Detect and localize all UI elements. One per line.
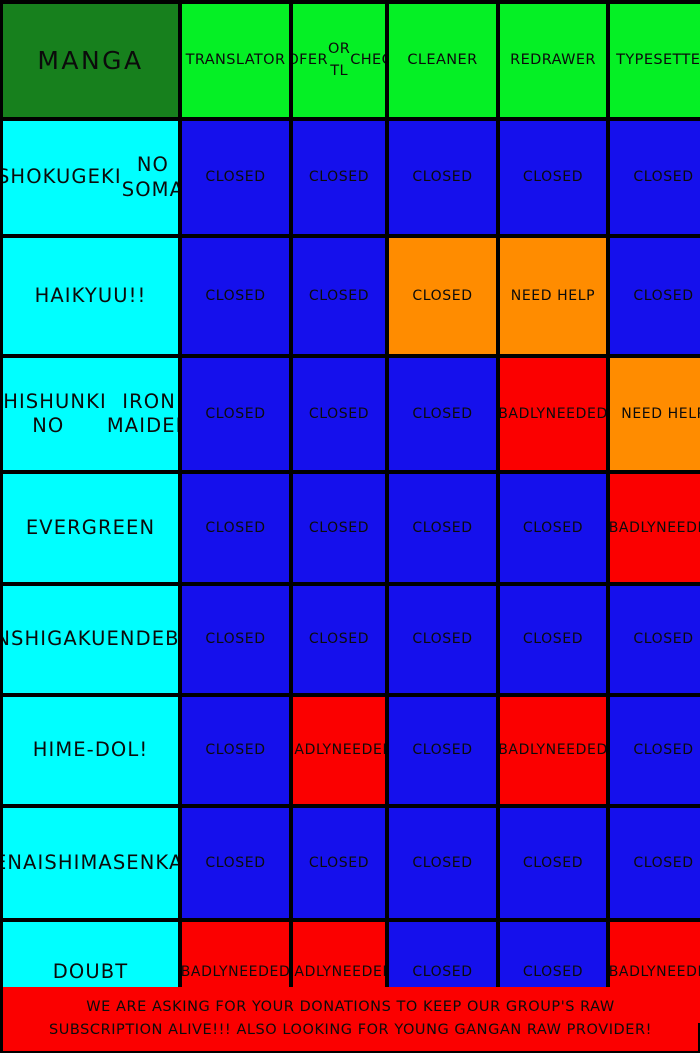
manga-title-cell: HIME-DOL! [3,697,178,804]
text-line: SHISHUNKI NO [3,389,107,437]
status-cell-need-help[interactable]: CLOSED [389,238,496,354]
manga-title-cell: EVERGREEN [3,474,178,582]
status-cell-closed[interactable]: CLOSED [389,586,496,693]
status-cell-closed[interactable]: CLOSED [182,808,289,918]
text-line: CHECKER [350,51,385,68]
text-line: DOUBT [52,960,129,984]
text-line: PROOFER [293,51,328,68]
status-table: MANGATRANSLATORPROOFEROR TLCHECKERCLEANE… [3,4,700,1023]
text-line: BADLY [500,742,546,759]
status-cell-closed[interactable]: CLOSED [182,358,289,470]
text-line: NEEDED [331,964,385,981]
text-line: BADLY [293,964,332,981]
status-cell-closed[interactable]: CLOSED [293,808,385,918]
column-header-cleaner: CLEANER [389,4,496,117]
status-cell-closed[interactable]: CLOSED [389,697,496,804]
status-cell-need-help[interactable]: NEED HELP [610,358,700,470]
text-line: NEEDED [545,742,606,759]
column-header-proofer-or-tl-checker: PROOFEROR TLCHECKER [293,4,385,117]
status-cell-closed[interactable]: CLOSED [293,238,385,354]
text-line: HAIKYUU!! [34,283,147,307]
column-header-redrawer: REDRAWER [500,4,606,117]
text-line: SHIMASEN [44,850,156,874]
text-line: NEEDED [228,964,289,981]
text-line: BADLY [293,742,332,759]
status-cell-closed[interactable]: CLOSED [389,358,496,470]
text-line: EVERGREEN [25,515,156,539]
status-cell-closed[interactable]: CLOSED [293,474,385,582]
text-line: BADLY [182,964,229,981]
text-line: HIME-DOL! [32,738,149,762]
status-cell-closed[interactable]: CLOSED [610,238,700,354]
text-line: NEEDED [545,405,606,422]
status-cell-closed[interactable]: CLOSED [182,586,289,693]
text-line: GAKUEN [47,627,136,651]
column-header-typesetter: TYPESETTER [610,4,700,117]
donation-banner: WE ARE ASKING FOR YOUR DONATIONS TO KEEP… [3,987,698,1051]
status-cell-closed[interactable]: CLOSED [389,808,496,918]
status-cell-closed[interactable]: CLOSED [293,358,385,470]
status-cell-closed[interactable]: CLOSED [182,121,289,234]
status-cell-closed[interactable]: CLOSED [500,586,606,693]
status-cell-closed[interactable]: CLOSED [500,808,606,918]
text-line: DATENSHI [3,627,48,651]
text-line: BADLY [610,519,657,536]
status-cell-closed[interactable]: CLOSED [293,586,385,693]
donation-banner-line-1: WE ARE ASKING FOR YOUR DONATIONS TO KEEP… [86,998,615,1015]
status-cell-need-help[interactable]: NEED HELP [500,238,606,354]
status-cell-closed[interactable]: CLOSED [389,474,496,582]
text-line: IRON MAIDEN [106,389,178,437]
status-cell-closed[interactable]: CLOSED [610,121,700,234]
manga-title-cell: SHOKUGEKI NO SOMA [3,121,178,234]
text-line: NEEDED [656,964,700,981]
text-line: BADLY [500,405,546,422]
manga-title-cell: HAIKYUU!! [3,238,178,354]
column-header-translator: TRANSLATOR [182,4,289,117]
status-cell-closed[interactable]: CLOSED [610,808,700,918]
text-line: OR TL [327,41,351,79]
text-line: SHOKUGEKI [3,165,122,189]
status-cell-closed[interactable]: CLOSED [500,474,606,582]
status-cell-closed[interactable]: CLOSED [610,586,700,693]
status-cell-closed[interactable]: CLOSED [182,697,289,804]
text-line: NEEDED [656,519,700,536]
text-line: NO SOMA [121,153,178,201]
status-cell-closed[interactable]: CLOSED [610,697,700,804]
status-cell-closed[interactable]: CLOSED [293,121,385,234]
text-line: RENAI [3,850,45,874]
status-cell-closed[interactable]: CLOSED [389,121,496,234]
text-line: NEEDED [331,742,385,759]
text-line: BADLY [610,964,657,981]
manga-title-cell: DATENSHIGAKUENDEBIPARA [3,586,178,693]
status-cell-closed[interactable]: CLOSED [500,121,606,234]
text-line: KAI? [155,850,178,874]
corner-header-manga: MANGA [3,4,178,117]
donation-banner-line-2: SUBSCRIPTION ALIVE!!! ALSO LOOKING FOR Y… [49,1022,652,1038]
text-line: DEBIPARA [135,627,178,651]
manga-title-cell: RENAISHIMASENKAI? [3,808,178,918]
status-cell-closed[interactable]: CLOSED [182,474,289,582]
status-cell-closed[interactable]: CLOSED [182,238,289,354]
